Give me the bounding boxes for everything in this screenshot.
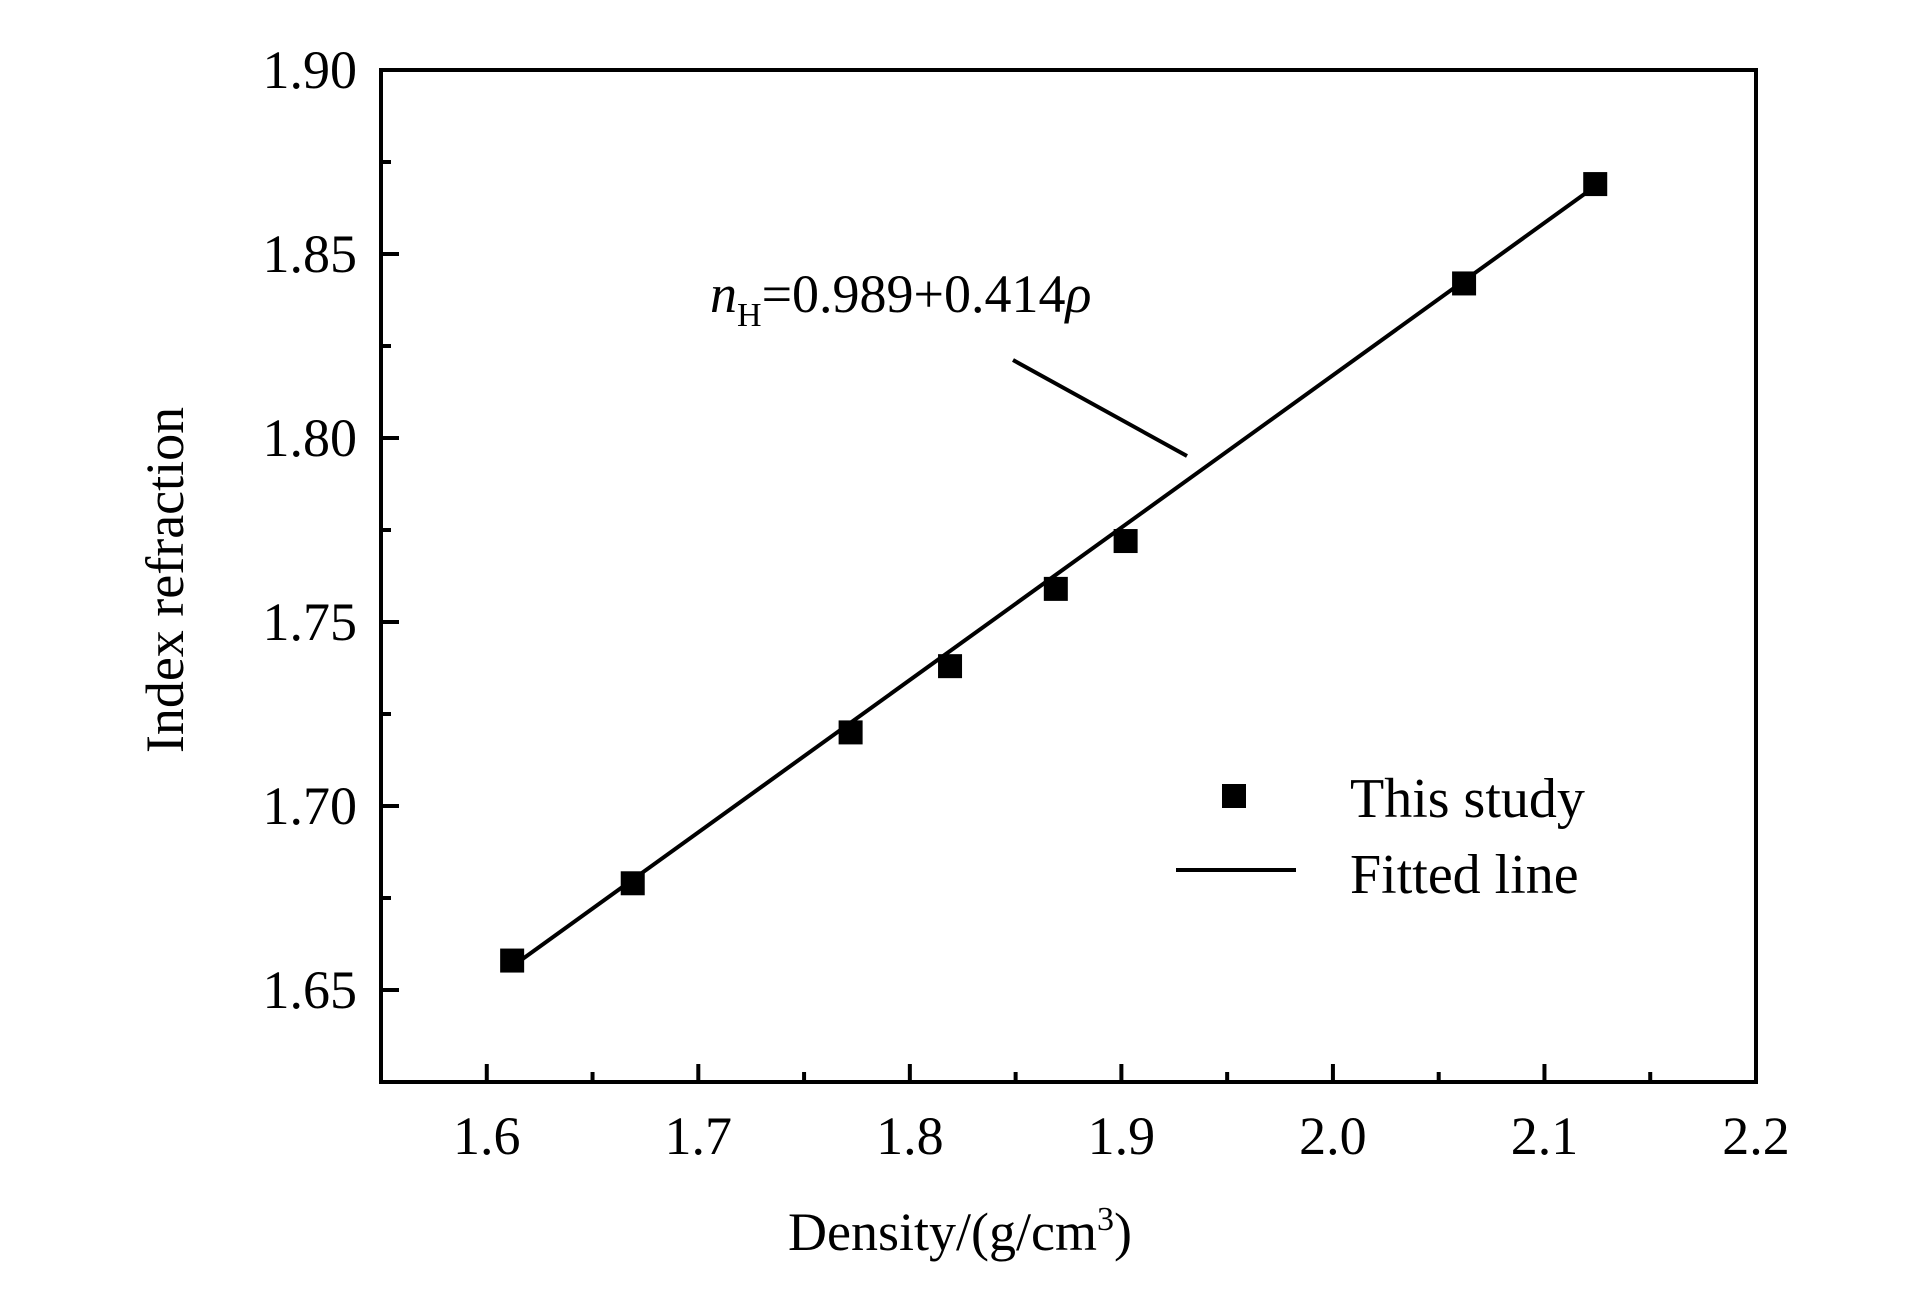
data-point [938, 654, 963, 679]
axes: 1.6 1.7 1.8 1.9 2.0 2.1 2.2 1.65 1.70 1.75 1.80 1.8… [263, 40, 1790, 1166]
legend-label-this-study: This study [1350, 768, 1585, 830]
data-point [620, 871, 645, 896]
data-point [838, 720, 863, 745]
legend: This study Fitted line [1176, 768, 1585, 906]
x-axis-title: Density/(g/cm3) [788, 1201, 1132, 1262]
y-tick-label: 1.75 [263, 592, 358, 652]
data-point [1113, 529, 1138, 554]
x-tick-label: 1.6 [453, 1106, 521, 1166]
y-tick-label: 1.65 [263, 960, 358, 1020]
y-tick-label: 1.90 [263, 40, 358, 100]
x-tick-label: 1.9 [1088, 1106, 1156, 1166]
y-axis-title: Index refraction [135, 407, 195, 753]
data-point [500, 948, 525, 973]
x-tick-label: 2.2 [1722, 1106, 1790, 1166]
data-point [1452, 271, 1477, 296]
fitted-line [510, 184, 1597, 969]
legend-label-fitted-line: Fitted line [1350, 844, 1579, 906]
annotation-pointer [1012, 358, 1188, 458]
x-tick-label: 1.7 [665, 1106, 733, 1166]
x-tick-label: 2.1 [1511, 1106, 1579, 1166]
data-point [1043, 576, 1068, 601]
fitted-line-layer [510, 184, 1597, 969]
plot-frame [379, 68, 1758, 1084]
legend-marker-this-study [1222, 784, 1246, 808]
data-point [1583, 172, 1608, 197]
x-tick-label: 2.0 [1299, 1106, 1367, 1166]
x-tick-label: 1.8 [876, 1106, 944, 1166]
y-tick-label: 1.85 [263, 224, 358, 284]
fit-equation: nH=0.989+0.414ρ [710, 264, 1091, 334]
y-tick-label: 1.70 [263, 776, 358, 836]
marker-layer [500, 172, 1608, 973]
y-tick-label: 1.80 [263, 408, 358, 468]
